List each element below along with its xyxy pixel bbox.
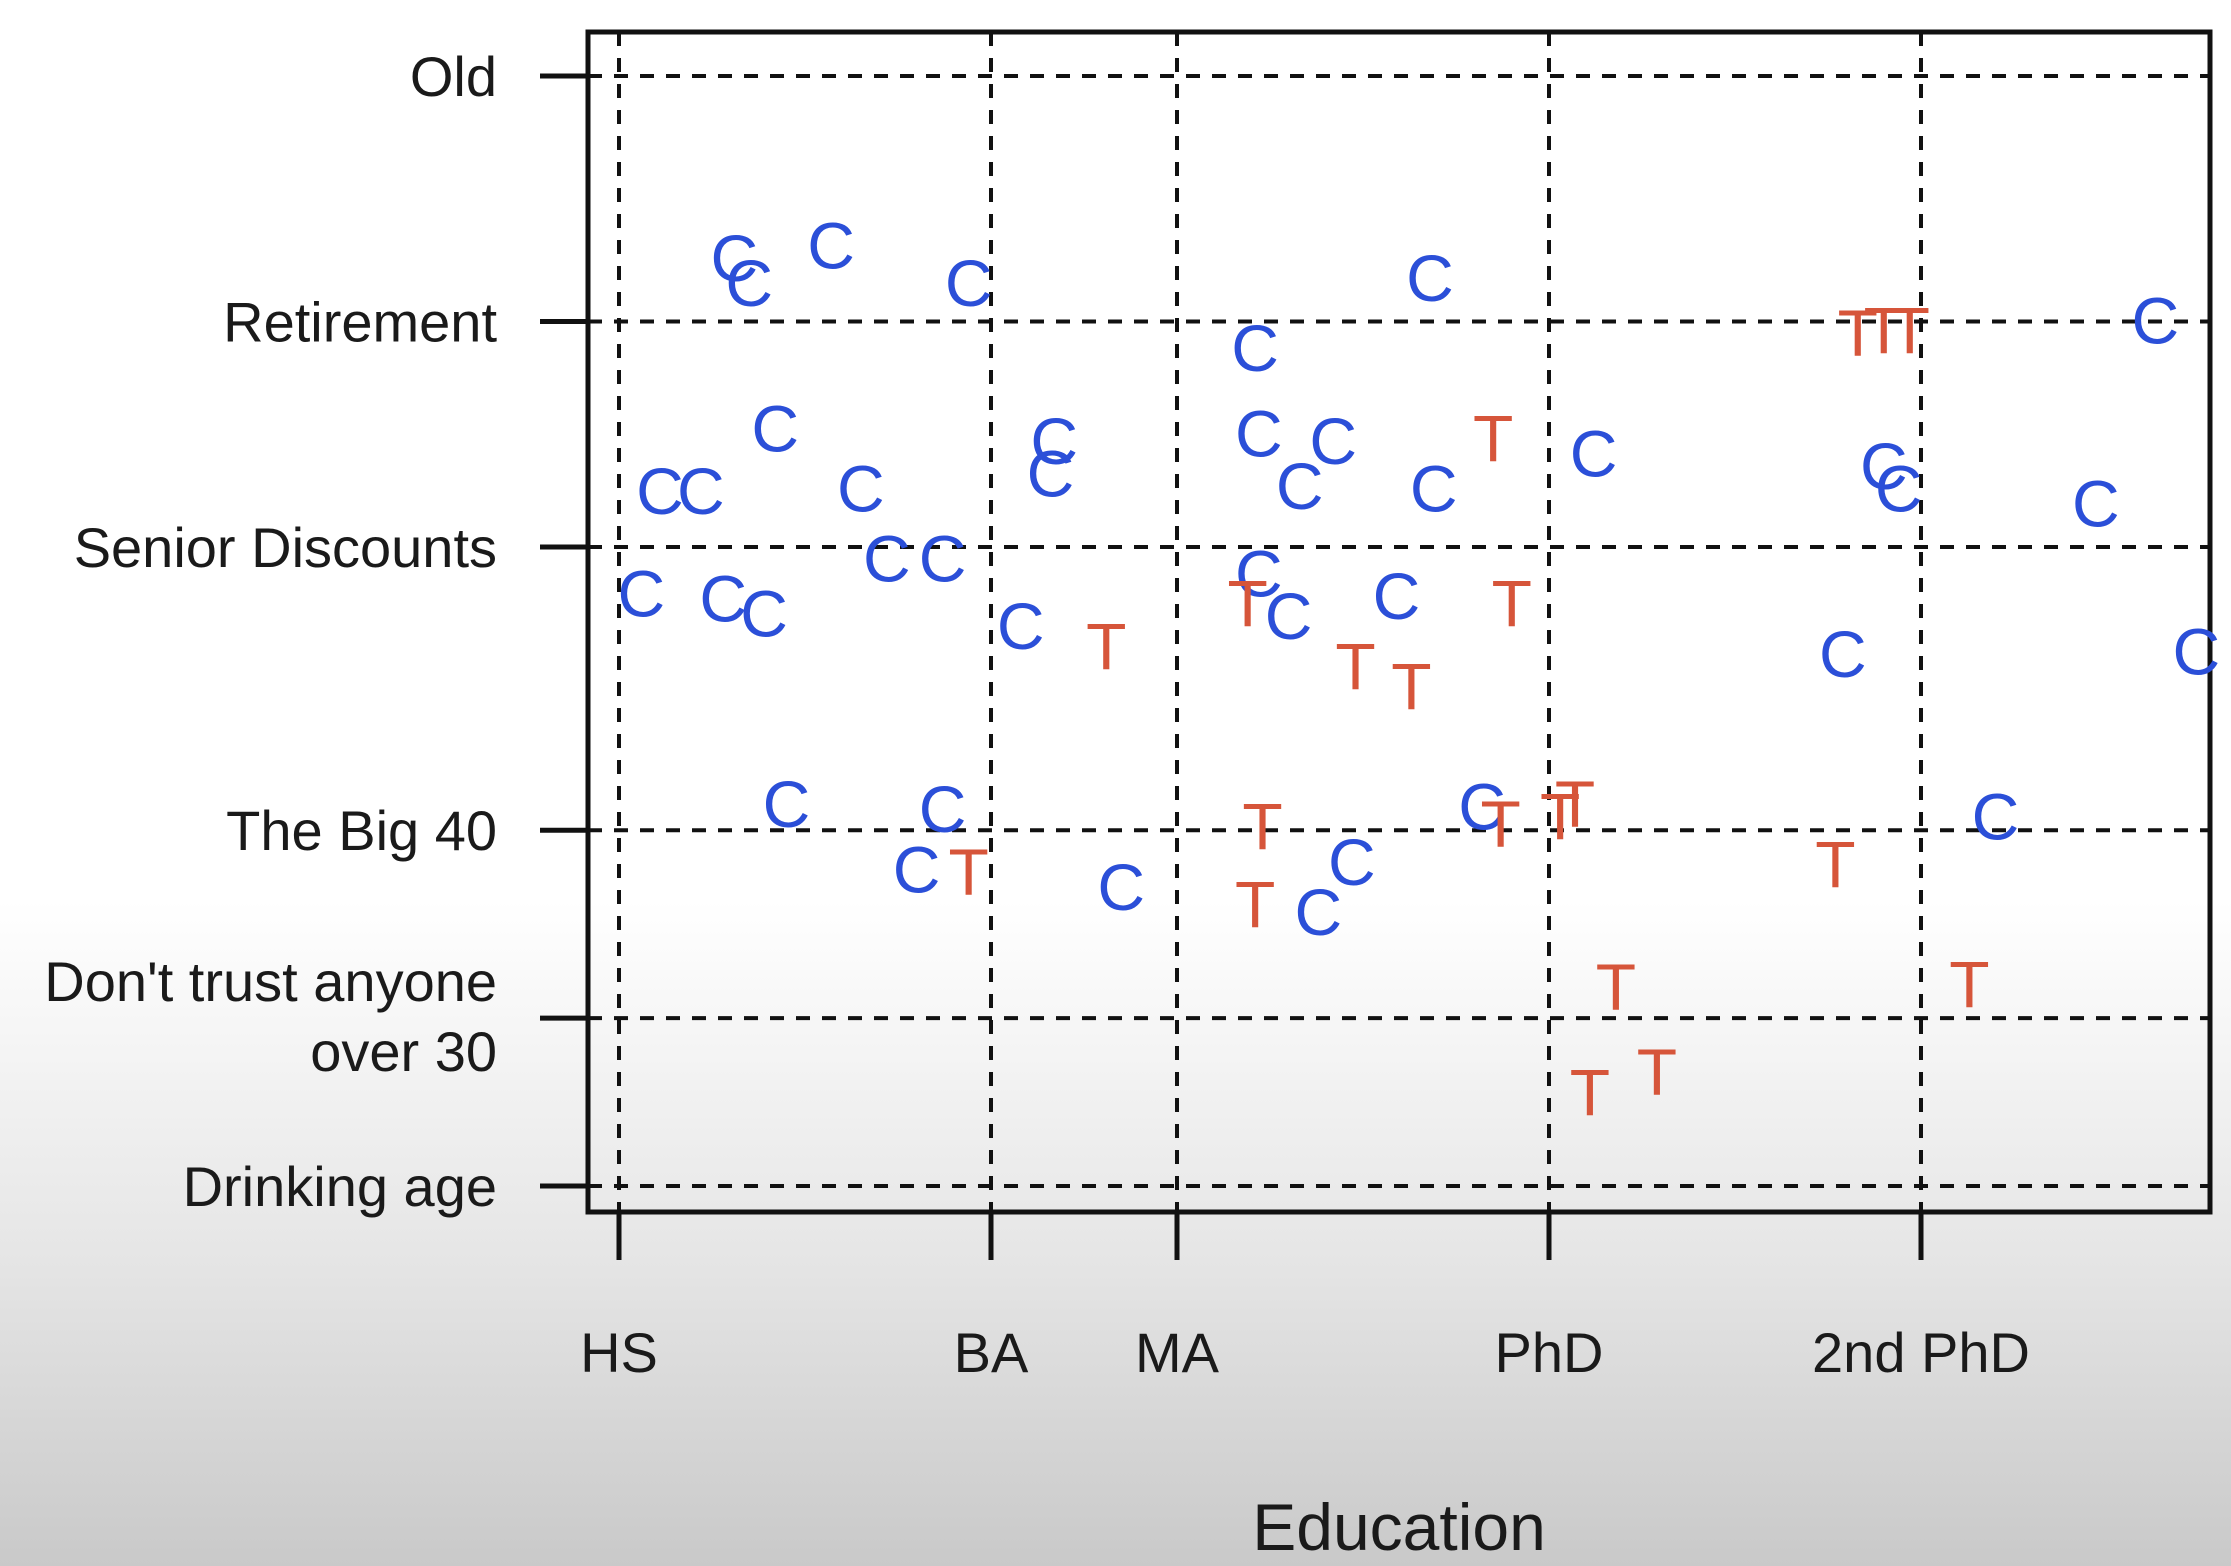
x-tick-label: PhD (1495, 1321, 1604, 1384)
point-marker-c: C (1458, 770, 1506, 844)
point-marker-c: C (1295, 875, 1343, 949)
point-marker-c: C (1410, 451, 1458, 525)
point-marker-c: C (1027, 436, 1075, 510)
tick-labels: HS BA MA PhD 2nd PhD Drinking age Don't trust … (44, 45, 2030, 1384)
point-marker-c: C (1972, 780, 2020, 854)
point-marker-c: C (617, 557, 665, 631)
x-tick-label: MA (1135, 1321, 1220, 1384)
point-marker-c: C (636, 454, 684, 528)
point-marker-c: C (2132, 284, 2180, 358)
x-tick-label: BA (954, 1321, 1029, 1384)
point-marker-t: T (1242, 790, 1282, 864)
point-marker-c: C (1235, 396, 1283, 470)
point-marker-t: T (1815, 827, 1855, 901)
point-marker-t: T (1473, 401, 1513, 475)
y-tick-label: Senior Discounts (74, 516, 497, 579)
point-marker-c: C (1328, 825, 1376, 899)
y-tick-label: Drinking age (183, 1155, 497, 1218)
point-marker-t: T (1637, 1035, 1677, 1109)
point-marker-t: T (1335, 629, 1375, 703)
point-marker-t: T (1228, 567, 1268, 641)
point-marker-c: C (919, 522, 967, 596)
point-marker-t: T (1391, 649, 1431, 723)
point-marker-t: T (1235, 867, 1275, 941)
point-marker-c: C (807, 208, 855, 282)
point-marker-c: C (1097, 850, 1145, 924)
y-tick-label: Retirement (223, 291, 497, 354)
point-marker-c: C (1231, 311, 1279, 385)
point-marker-c: C (1570, 416, 1618, 490)
point-marker-c: C (1860, 429, 1908, 503)
point-marker-c: C (751, 391, 799, 465)
point-marker-c: C (710, 221, 758, 295)
point-marker-t: T (1492, 567, 1532, 641)
point-marker-t: T (949, 835, 989, 909)
point-marker-c: C (1265, 579, 1313, 653)
point-marker-c: C (1373, 559, 1421, 633)
point-marker-c: C (1819, 617, 1867, 691)
point-marker-c: C (997, 589, 1045, 663)
point-marker-c: C (763, 767, 811, 841)
point-marker-c: C (1276, 449, 1324, 523)
plot-frame (585, 29, 2213, 1215)
point-marker-t: T (1086, 609, 1126, 683)
point-marker-t: T (1596, 950, 1636, 1024)
point-marker-c: C (1030, 404, 1078, 478)
x-tick-label: HS (580, 1321, 658, 1384)
point-marker-t: T (1949, 948, 1989, 1022)
point-marker-c: C (1406, 241, 1454, 315)
point-marker-c: C (1309, 404, 1357, 478)
point-marker-c: C (945, 246, 993, 320)
point-marker-t: T (1540, 780, 1580, 854)
axis-ticks (540, 73, 1924, 1260)
x-tick-label: 2nd PhD (1812, 1321, 2030, 1384)
point-marker-c: C (1235, 537, 1283, 611)
point-marker-c: C (837, 451, 885, 525)
point-marker-c: C (725, 246, 773, 320)
y-tick-label: The Big 40 (226, 799, 497, 862)
point-marker-t: T (1864, 294, 1904, 368)
point-marker-c: C (740, 577, 788, 651)
point-marker-t: T (1480, 787, 1520, 861)
y-tick-label: Old (410, 45, 497, 108)
point-marker-t: T (1890, 294, 1930, 368)
y-tick-label: Don't trust anyone over 30 (44, 950, 497, 1083)
x-axis-title: Education (1252, 1490, 1546, 1564)
grid-lines (588, 32, 2210, 1212)
point-marker-c: C (2072, 466, 2120, 540)
point-marker-c: C (699, 562, 747, 636)
point-marker-c: C (677, 454, 725, 528)
point-marker-c: C (1875, 451, 1923, 525)
point-marker-c: C (863, 522, 911, 596)
point-marker-t: T (1555, 767, 1595, 841)
point-marker-c: C (2172, 614, 2220, 688)
point-marker-t: T (1570, 1055, 1610, 1129)
point-marker-t: T (1838, 296, 1878, 370)
point-marker-c: C (893, 832, 941, 906)
point-marker-c: C (919, 772, 967, 846)
